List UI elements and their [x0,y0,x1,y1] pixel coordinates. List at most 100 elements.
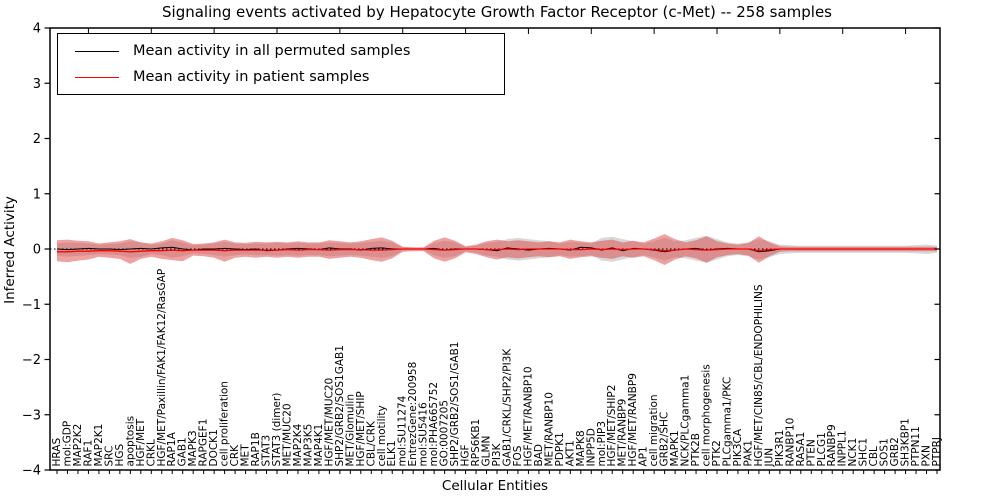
patient-mean-line [57,248,937,253]
x-tick-label: HGF/MET/SHIP2 [606,385,618,467]
x-tick-label: CBL/CRK [365,420,377,467]
y-tick-label: 4 [33,22,41,37]
x-tick-label: PTPRJ [931,437,943,466]
x-tick-label: PI3K [491,442,503,466]
x-tick-label: FOS [512,445,524,466]
x-tick-label: PTK2 [711,440,723,466]
x-tick-label: RASA1 [795,432,807,467]
chart-title: Signaling events activated by Hepatocyte… [162,3,832,21]
y-tick-label: 1 [33,187,41,202]
x-tick-label: NCK/PLCgamma1 [680,375,692,467]
x-tick-label: HGF/MET/Paxillin/FAK1/FAK12/RasGAP [156,269,168,467]
x-tick-label: PXN [921,445,933,466]
x-tick-label: PTK2B [690,433,702,467]
x-tick-label: HGF/MET/SHIP [355,391,367,466]
y-tick-label: −4 [22,464,41,479]
x-tick-label: STAT3 (dimer) [271,393,283,467]
x-tick-label: EntrezGene:200958 [407,362,419,467]
x-tick-label: SH3KBP1 [900,418,912,466]
x-tick-label: RANBP10 [784,418,796,467]
x-tick-label: MAP2K4 [292,423,304,466]
x-tick-label: mol:GDP [62,421,74,467]
x-tick-label: RAF1 [82,440,94,467]
x-tick-label: RAP1B [250,432,262,466]
x-tick-label: GRB2/SHC [659,412,671,467]
x-tick-label: HGF/MET [135,418,147,466]
x-tick-label: PAK1 [742,440,754,466]
x-tick-label: MAP2K2 [72,424,84,467]
x-tick-label: JUN [763,448,775,468]
x-tick-label: MET/RANBP9 [617,399,629,467]
x-tick-label: PIK3R1 [774,430,786,467]
x-tick-label: GAB1 [177,437,189,466]
x-tick-label: SRC [103,446,115,467]
legend-item-patient: Mean activity in patient samples [58,64,504,90]
x-tick-label: CBL [868,446,880,467]
x-tick-label: PLCG1 [816,432,828,466]
x-tick-label: apoptosis [124,416,136,467]
x-tick-label: GRB2 [889,437,901,466]
x-tick-label: PDPK1 [554,432,566,466]
x-tick-label: PTEN [805,439,817,466]
x-tick-label: MAPK3 [187,430,199,466]
x-tick-label: MET [240,444,252,467]
x-tick-label: HRAS [51,438,63,467]
x-tick-label: GO:0007205 [439,400,451,467]
x-tick-label: RAPGEF1 [198,419,210,467]
x-tick-label: HGF/MET/RANBP10 [522,366,534,466]
x-tick-label: NCK1 [847,438,859,467]
x-tick-label: CRK [229,444,241,467]
x-tick-label: INPPL1 [837,430,849,466]
x-tick-label: SHC1 [858,438,870,467]
x-tick-label: cell proliferation [219,381,231,466]
y-tick-label: 3 [33,77,41,92]
x-tick-label: RPS6KB1 [470,419,482,467]
x-tick-label: INPP5D [585,428,597,466]
y-tick-label: 0 [33,243,41,258]
x-tick-label: MAPK8 [575,430,587,466]
permuted-line-swatch-icon [75,50,119,52]
x-tick-label: GLMN [481,436,493,467]
x-tick-label: mol:PHA665752 [428,382,440,467]
x-tick-label: MET/RANBP10 [543,392,555,466]
x-tick-label: CRKL [145,439,157,467]
x-tick-label: BAD [533,444,545,466]
x-axis-label: Cellular Entities [441,478,549,494]
x-tick-label: AKT1 [564,440,576,466]
x-tick-label: MET/MUC20 [282,403,294,466]
x-tick-label: HGF/MET/MUC20 [323,378,335,467]
x-tick-label: HGF/MET/RANBP9 [627,373,639,466]
x-tick-label: mol:PIP3 [596,421,608,467]
x-tick-label: MAP2K1 [93,424,105,467]
y-axis-label: Inferred Activity [2,196,18,304]
x-tick-label: SHP2/GRB2/SOS1GAB1 [334,345,346,466]
x-tick-label: HGS [114,443,126,466]
x-tick-label: AP1 [638,446,650,466]
legend: Mean activity in all permuted samples Me… [57,33,505,95]
y-tick-label: 2 [33,132,41,147]
y-tick-label: −2 [22,353,41,368]
x-tick-label: STAT3 [261,435,273,467]
x-tick-label: HGF [460,444,472,466]
x-tick-label: mol:SU5416 [418,402,430,466]
y-tick-label: −1 [22,298,41,313]
x-tick-label: GAB1/CRKL/SHP2/PI3K [502,348,514,467]
y-tick-label: −3 [22,408,41,423]
x-tick-label: MAP3K5 [302,424,314,467]
x-tick-label: RAP1A [166,431,178,466]
x-tick-label: DOCK1 [208,429,220,466]
x-tick-label: HGF/MET/CIN85/CBL/ENDOPHILINS [753,284,765,466]
legend-item-permuted: Mean activity in all permuted samples [58,38,504,64]
x-tick-label: cell morphogenesis [701,364,713,466]
x-tick-label: MAPK1 [669,430,681,466]
x-tick-label: PIK3CA [732,428,744,466]
x-tick-label: PLCgamma1/PKC [722,377,734,467]
legend-label-permuted: Mean activity in all permuted samples [133,43,411,59]
patient-line-swatch-icon [75,76,119,78]
x-tick-label: MET/Glomulin [344,394,356,467]
x-tick-label: cell motility [376,405,388,466]
x-tick-label: cell migration [648,394,660,466]
x-tick-label: ELK1 [386,440,398,466]
